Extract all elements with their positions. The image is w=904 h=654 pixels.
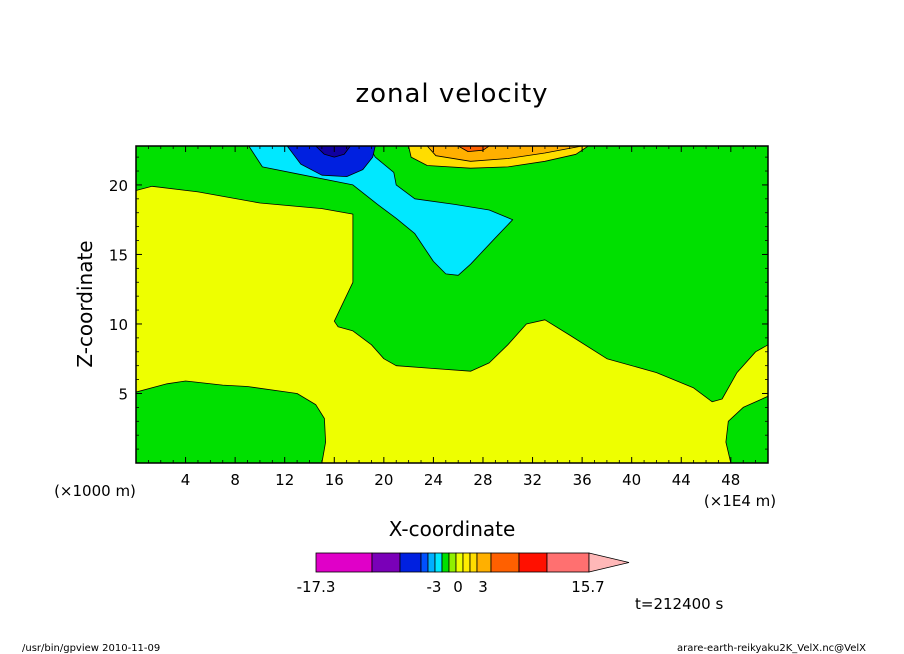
colorbar-label: 15.7 — [571, 578, 604, 596]
x-tick-label: 24 — [424, 471, 443, 489]
y-axis: 5 10 15 20 — [109, 156, 768, 450]
region-cyan-trough — [248, 146, 514, 276]
y-tick-label: 10 — [109, 316, 128, 334]
x-axis-label: X-coordinate — [389, 517, 516, 541]
colorbar-swatch — [455, 552, 464, 573]
contour-fill — [136, 146, 768, 463]
colorbar-swatch — [476, 552, 492, 573]
colorbar-swatch — [469, 552, 478, 573]
colorbar-swatch — [427, 552, 436, 573]
x-tick-label: 40 — [622, 471, 641, 489]
x-unit-right: (×1E4 m) — [704, 492, 776, 510]
y-tick-label: 5 — [118, 385, 128, 403]
time-label: t=212400 s — [635, 595, 723, 613]
colorbar-swatch — [434, 552, 443, 573]
colorbar-swatch — [490, 552, 520, 573]
colorbar-swatch — [448, 552, 457, 573]
chart-title: zonal velocity — [355, 79, 548, 109]
x-axis: 4 8 12 16 20 24 28 32 36 40 44 48 — [147, 146, 757, 489]
colorbar-swatch — [371, 552, 401, 573]
y-tick-label: 20 — [109, 177, 128, 195]
region-blue-core — [286, 146, 376, 178]
colorbar — [315, 552, 630, 573]
colorbar-swatch — [518, 552, 548, 573]
colorbar-swatch — [462, 552, 471, 573]
x-tick-label: 32 — [523, 471, 542, 489]
colorbar-extend-arrow — [588, 552, 630, 573]
colorbar-swatch — [420, 552, 429, 573]
y-axis-label: Z-coordinate — [73, 240, 97, 367]
colorbar-label: 0 — [453, 578, 463, 596]
colorbar-swatch — [441, 552, 450, 573]
x-tick-label: 4 — [181, 471, 191, 489]
x-tick-label: 20 — [374, 471, 393, 489]
y-tick-label: 15 — [109, 246, 128, 264]
footer-left: /usr/bin/gpview 2010-11-09 — [22, 643, 160, 654]
region-yellow-main — [136, 185, 768, 463]
x-tick-label: 48 — [721, 471, 740, 489]
x-tick-label: 28 — [473, 471, 492, 489]
x-tick-label: 16 — [325, 471, 344, 489]
plot-frame — [135, 145, 769, 464]
x-tick-label: 12 — [275, 471, 294, 489]
x-tick-label: 8 — [230, 471, 240, 489]
colorbar-swatch — [546, 552, 590, 573]
colorbar-swatch — [315, 552, 373, 573]
x-tick-label: 36 — [573, 471, 592, 489]
colorbar-swatch — [399, 552, 422, 573]
region-navy-center — [315, 146, 351, 158]
colorbar-label: -17.3 — [297, 578, 336, 596]
x-unit-left: (×1000 m) — [54, 482, 136, 500]
colorbar-labels: -17.3 -3 0 3 15.7 — [297, 578, 605, 596]
colorbar-label: -3 — [427, 578, 442, 596]
colorbar-label: 3 — [478, 578, 488, 596]
footer-right: arare-earth-reikyaku2K_VelX.nc@VelX — [677, 643, 866, 654]
x-tick-label: 44 — [672, 471, 691, 489]
